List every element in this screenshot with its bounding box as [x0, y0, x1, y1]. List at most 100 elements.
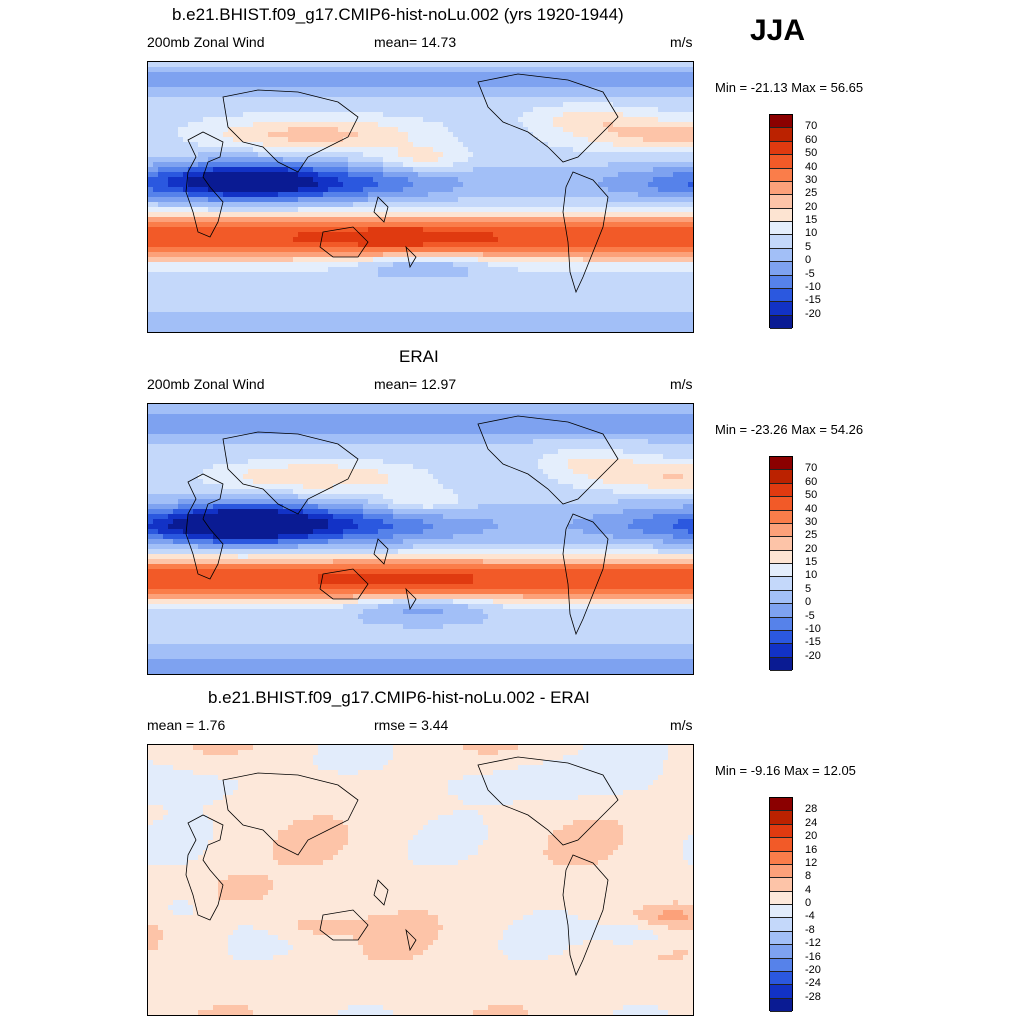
colorbar-tick-label: 25	[805, 187, 818, 200]
panel-3-colorbar	[769, 797, 793, 1012]
colorbar-tick-label: 0	[805, 897, 812, 909]
colorbar-swatch	[770, 590, 792, 605]
colorbar-swatch	[770, 864, 792, 879]
panel-1-map	[147, 61, 694, 333]
colorbar-tick-label: 40	[805, 502, 818, 515]
colorbar-swatch	[770, 958, 792, 972]
panel-1-colorbar	[769, 114, 793, 329]
panel-1-mean-label: mean= 14.73	[374, 34, 457, 50]
colorbar-swatch	[770, 275, 792, 289]
colorbar-swatch	[770, 550, 792, 564]
colorbar-swatch	[770, 168, 792, 182]
colorbar-tick-label: 8	[805, 870, 812, 883]
panel-2-minmax: Min = -23.26 Max = 54.26	[715, 422, 864, 437]
colorbar-swatch	[770, 195, 792, 209]
colorbar-tick-label: 10	[805, 569, 818, 582]
colorbar-swatch	[770, 945, 792, 959]
colorbar-tick-label: 20	[805, 542, 818, 555]
colorbar-swatch	[770, 891, 792, 905]
panel-1-variable-label: 200mb Zonal Wind	[147, 34, 265, 50]
colorbar-tick-label: 15	[805, 214, 818, 226]
colorbar-tick-label: 28	[805, 803, 818, 816]
colorbar-tick-label: 30	[805, 173, 818, 186]
colorbar-tick-label: 30	[805, 515, 818, 528]
colorbar-tick-label: -15	[805, 294, 821, 307]
colorbar-swatch	[770, 470, 792, 484]
colorbar-swatch	[770, 262, 792, 276]
panel-2-mean-label: mean= 12.97	[374, 376, 457, 392]
colorbar-tick-label: 20	[805, 830, 818, 843]
colorbar-swatch	[770, 657, 792, 671]
colorbar-swatch	[770, 537, 792, 551]
colorbar-swatch	[770, 222, 792, 236]
colorbar-tick-label: -4	[805, 910, 815, 923]
colorbar-tick-label: 0	[805, 596, 812, 609]
colorbar-tick-label: 10	[805, 227, 818, 240]
panel-2-variable-label: 200mb Zonal Wind	[147, 376, 265, 392]
colorbar-swatch	[770, 971, 792, 986]
colorbar-tick-label: 50	[805, 147, 818, 160]
colorbar-swatch	[770, 141, 792, 156]
colorbar-swatch	[770, 798, 792, 812]
colorbar-tick-label: -16	[805, 950, 821, 963]
panel-3-rmse-label: rmse = 3.44	[374, 717, 449, 733]
colorbar-swatch	[770, 483, 792, 498]
panel-1-minmax: Min = -21.13 Max = 56.65	[715, 80, 864, 95]
colorbar-swatch	[770, 811, 792, 825]
colorbar-tick-label: -15	[805, 636, 821, 649]
colorbar-tick-label: -8	[805, 923, 815, 936]
colorbar-tick-label: -20	[805, 963, 821, 976]
colorbar-tick-label: -10	[805, 622, 821, 635]
colorbar-tick-label: 70	[805, 462, 818, 475]
panel-2-title: ERAI	[399, 347, 439, 366]
colorbar-tick-label: -5	[805, 267, 815, 280]
colorbar-tick-label: 60	[805, 133, 818, 146]
colorbar-tick-label: 16	[805, 843, 818, 856]
colorbar-tick-label: 0	[805, 254, 812, 267]
colorbar-swatch	[770, 931, 792, 946]
colorbar-tick-label: -28	[805, 990, 821, 1003]
panel-2-colorbar	[769, 456, 793, 671]
panel-1-units: m/s	[670, 34, 693, 50]
panel-3-mean-label: mean = 1.76	[147, 717, 226, 733]
colorbar-tick-label: 12	[805, 856, 818, 869]
colorbar-swatch	[770, 523, 792, 538]
colorbar-tick-label: -20	[805, 649, 821, 662]
colorbar-tick-label: 70	[805, 120, 818, 133]
colorbar-tick-label: 40	[805, 160, 818, 173]
colorbar-tick-label: 60	[805, 475, 818, 488]
colorbar-swatch	[770, 564, 792, 578]
colorbar-swatch	[770, 604, 792, 618]
colorbar-tick-label: 20	[805, 200, 818, 213]
colorbar-tick-label: 24	[805, 816, 818, 829]
colorbar-swatch	[770, 630, 792, 645]
colorbar-tick-label: -20	[805, 307, 821, 320]
colorbar-swatch	[770, 457, 792, 471]
colorbar-tick-label: -10	[805, 280, 821, 293]
colorbar-swatch	[770, 878, 792, 892]
colorbar-swatch	[770, 497, 792, 511]
colorbar-tick-label: 25	[805, 529, 818, 542]
colorbar-swatch	[770, 824, 792, 839]
panel-2-map	[147, 403, 694, 675]
colorbar-swatch	[770, 288, 792, 303]
panel-3-contour-field	[148, 745, 693, 1015]
colorbar-swatch	[770, 985, 792, 999]
panel-3-title: b.e21.BHIST.f09_g17.CMIP6-hist-noLu.002 …	[208, 688, 590, 707]
colorbar-swatch	[770, 115, 792, 129]
colorbar-swatch	[770, 235, 792, 249]
colorbar-tick-label: 50	[805, 489, 818, 502]
colorbar-swatch	[770, 155, 792, 169]
colorbar-swatch	[770, 208, 792, 222]
colorbar-swatch	[770, 577, 792, 591]
panel-1-contour-field	[148, 62, 693, 332]
colorbar-tick-label: -24	[805, 977, 821, 990]
colorbar-swatch	[770, 905, 792, 919]
colorbar-swatch	[770, 644, 792, 658]
panel-2-units: m/s	[670, 376, 693, 392]
panel-3-map	[147, 744, 694, 1016]
colorbar-tick-label: -5	[805, 609, 815, 622]
colorbar-tick-label: 15	[805, 556, 818, 568]
colorbar-tick-label: 5	[805, 240, 812, 253]
colorbar-swatch	[770, 181, 792, 196]
